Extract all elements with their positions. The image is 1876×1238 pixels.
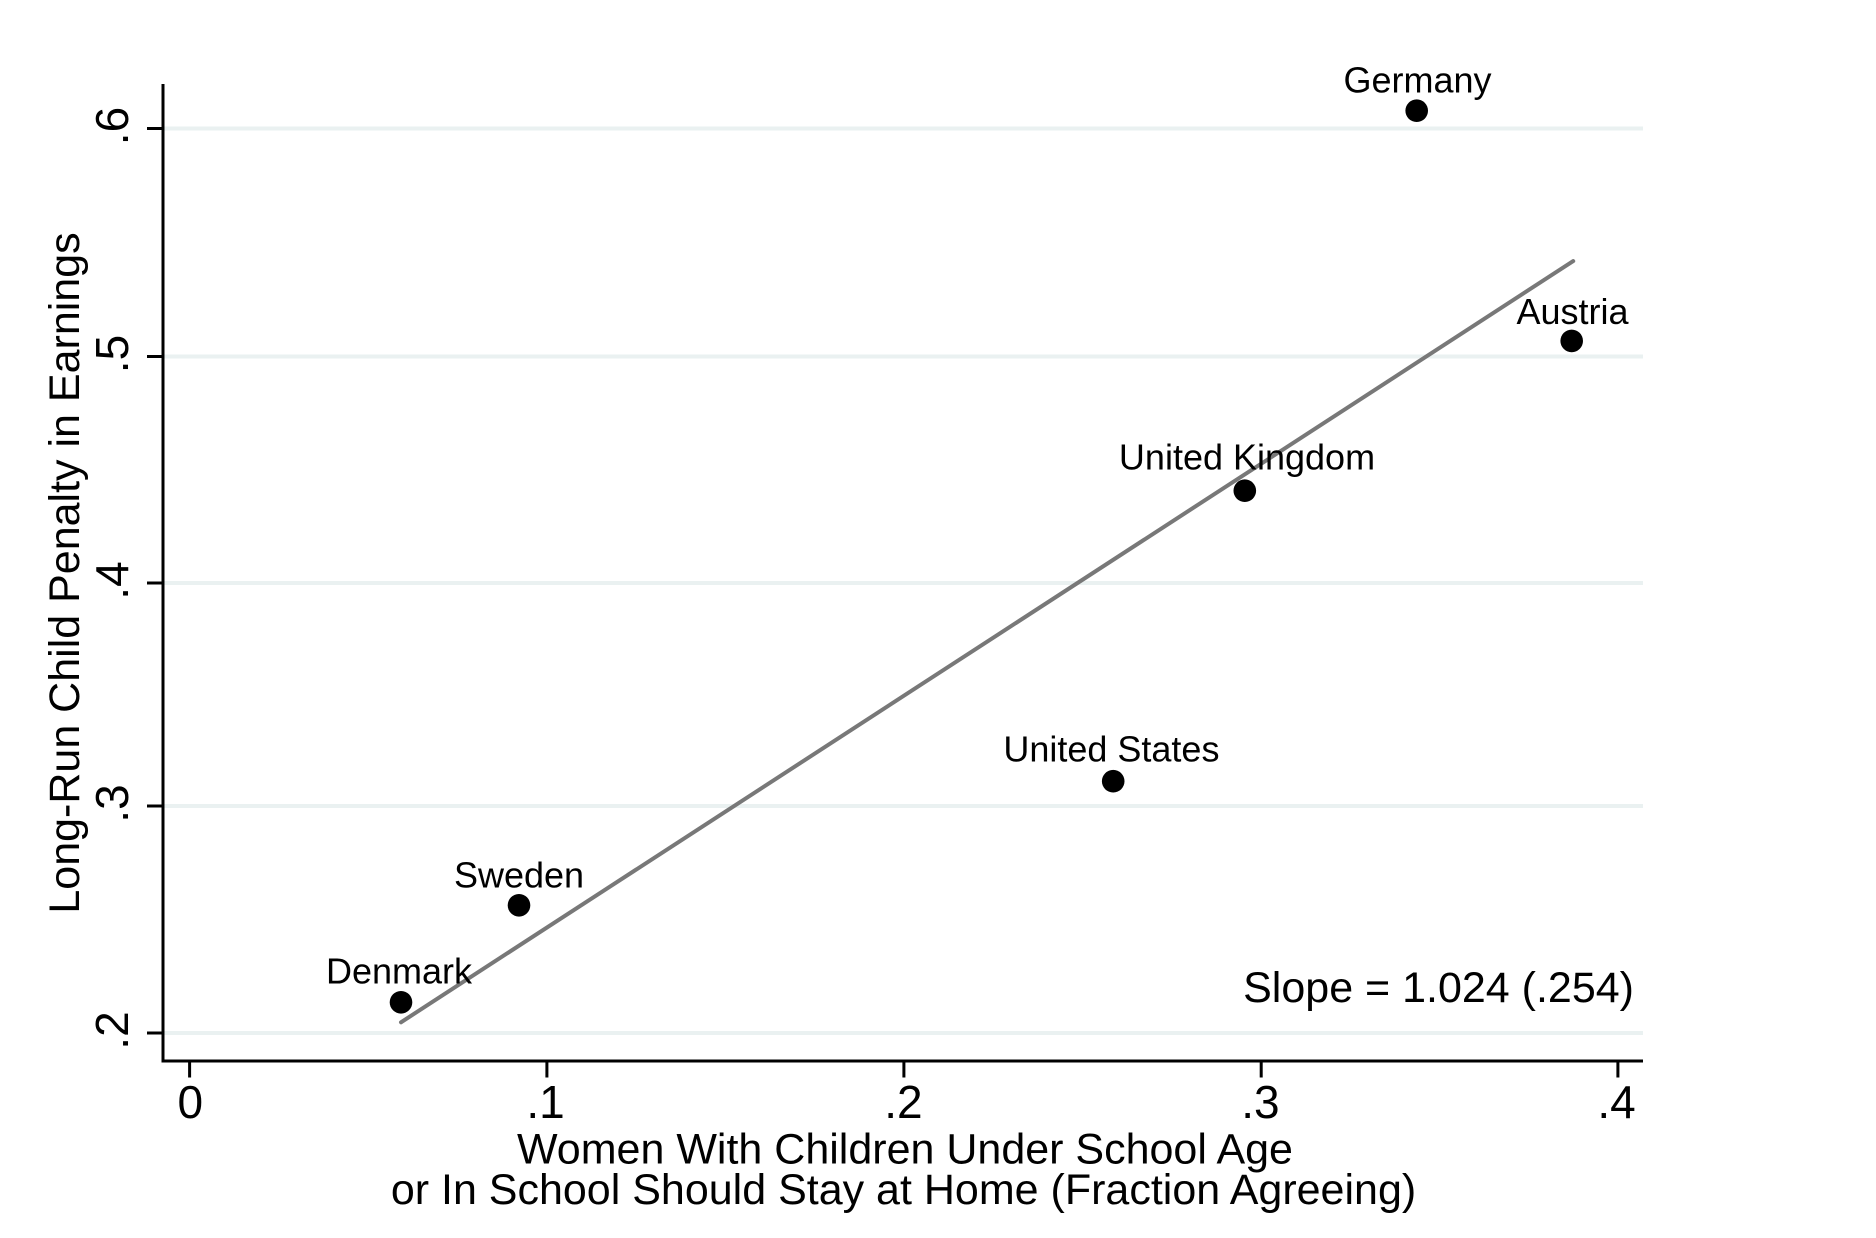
svg-text:.2: .2 <box>86 1011 138 1049</box>
svg-text:.4: .4 <box>86 561 138 599</box>
svg-text:0: 0 <box>178 1076 204 1128</box>
svg-text:.3: .3 <box>1241 1076 1279 1128</box>
svg-text:United Kingdom: United Kingdom <box>1119 437 1375 478</box>
svg-text:Sweden: Sweden <box>454 855 584 896</box>
svg-text:or In School Should Stay at Ho: or In School Should Stay at Home (Fracti… <box>391 1166 1416 1214</box>
svg-text:.5: .5 <box>86 335 138 373</box>
svg-text:.6: .6 <box>86 107 138 145</box>
svg-text:Denmark: Denmark <box>326 951 473 992</box>
svg-text:.3: .3 <box>86 784 138 822</box>
svg-text:Slope = 1.024 (.254): Slope = 1.024 (.254) <box>1243 964 1634 1012</box>
svg-text:Germany: Germany <box>1343 60 1491 101</box>
svg-text:.4: .4 <box>1597 1076 1635 1128</box>
svg-text:Long-Run Child Penalty in Earn: Long-Run Child Penalty in Earnings <box>41 232 89 913</box>
svg-text:.2: .2 <box>884 1076 922 1128</box>
svg-text:United States: United States <box>1003 729 1219 770</box>
svg-text:.1: .1 <box>526 1076 564 1128</box>
svg-text:Women With Children Under Scho: Women With Children Under School Age <box>517 1125 1293 1173</box>
svg-text:Austria: Austria <box>1516 291 1629 332</box>
